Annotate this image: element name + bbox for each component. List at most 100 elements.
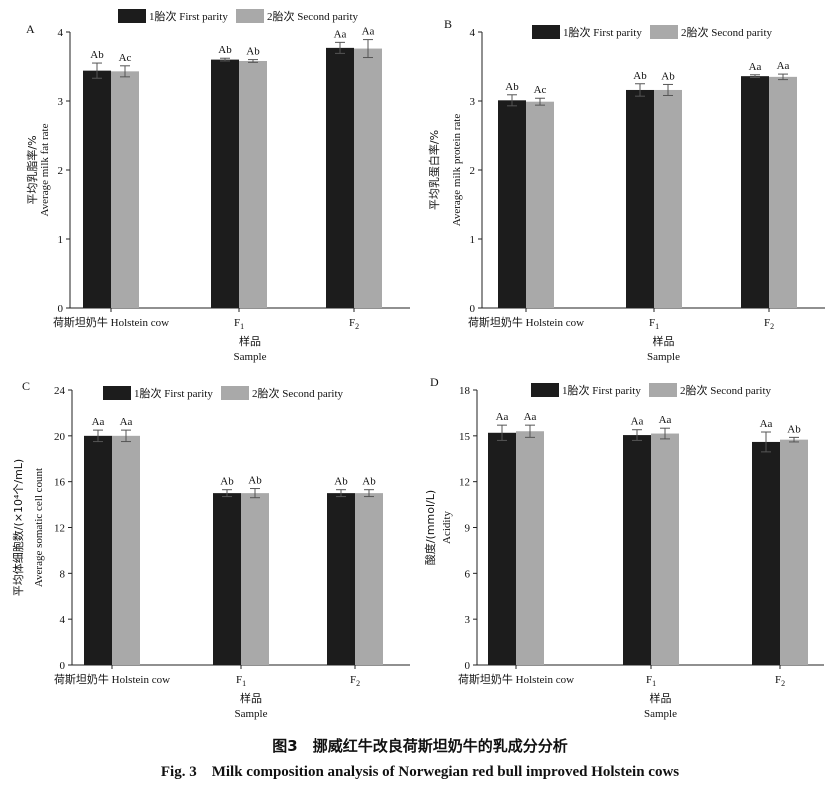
y-tick-label: 15: [459, 431, 471, 443]
y-tick-label: 8: [60, 568, 66, 580]
x-tick-label: F2: [775, 674, 785, 688]
significance-label: Ab: [505, 81, 519, 93]
y-tick-label: 9: [465, 523, 471, 535]
bar: [498, 100, 526, 308]
y-axis-title-group: Acidity: [441, 511, 453, 544]
bar: [780, 439, 808, 665]
legend-label: 2胎次 Second parity: [680, 383, 772, 397]
y-axis-title-group: Average somatic cell count: [33, 468, 45, 587]
bar: [241, 493, 269, 665]
y-tick-label: 18: [459, 385, 471, 397]
y-tick-label: 12: [459, 477, 470, 489]
significance-label: Aa: [749, 61, 762, 73]
legend-swatch: [532, 25, 560, 39]
legend-label: 1胎次 First parity: [134, 386, 213, 400]
x-axis-title-en: Sample: [644, 708, 677, 720]
legend-swatch: [103, 386, 131, 400]
y-tick-label: 4: [60, 614, 66, 626]
bar: [327, 493, 355, 665]
y-tick-label: 6: [465, 568, 471, 580]
significance-label: Ac: [534, 84, 547, 96]
bar: [526, 101, 554, 308]
legend-label: 1胎次 First parity: [149, 9, 228, 23]
y-tick-label: 2: [58, 165, 64, 177]
x-tick-label: F2: [764, 317, 774, 331]
legend-swatch: [650, 25, 678, 39]
bar: [211, 59, 239, 308]
y-axis-title-en: Average somatic cell count: [33, 468, 45, 587]
significance-label: Aa: [362, 26, 375, 38]
legend-label: 2胎次 Second parity: [681, 25, 773, 39]
legend-swatch: [531, 383, 559, 397]
figure-caption-en: Fig. 3 Milk composition analysis of Norw…: [160, 764, 680, 780]
significance-label: Aa: [659, 414, 672, 426]
y-tick-label: 0: [60, 660, 66, 672]
y-axis-title-group: Average milk protein rate: [451, 114, 463, 227]
x-axis-title-en: Sample: [234, 351, 267, 363]
significance-label: Aa: [631, 416, 644, 428]
legend-label: 2胎次 Second parity: [267, 9, 359, 23]
significance-label: Ab: [220, 476, 234, 488]
bar: [213, 493, 241, 665]
bar: [752, 441, 780, 665]
x-tick-label: 荷斯坦奶牛 Holstein cow: [468, 315, 584, 329]
x-tick-label: 荷斯坦奶牛 Holstein cow: [53, 315, 169, 329]
y-tick-label: 0: [470, 303, 476, 315]
y-tick-label: 2: [470, 165, 476, 177]
y-tick-label: 0: [465, 660, 471, 672]
significance-label: Ab: [90, 49, 104, 61]
legend-swatch: [118, 9, 146, 23]
y-tick-label: 24: [54, 385, 66, 397]
bar: [111, 71, 139, 308]
x-tick-label: F1: [234, 317, 244, 331]
bar: [239, 60, 267, 309]
significance-label: Ab: [248, 475, 262, 487]
bar: [741, 76, 769, 308]
significance-label: Ab: [633, 70, 647, 82]
bar: [654, 89, 682, 309]
bar: [769, 76, 797, 308]
panel-label: B: [444, 17, 452, 31]
y-axis-title-cn: 酸度/(mmol/L): [423, 490, 437, 565]
significance-label: Ab: [218, 44, 232, 56]
bar: [651, 433, 679, 665]
legend-label: 1胎次 First parity: [562, 383, 641, 397]
x-axis-title-en: Sample: [647, 351, 680, 363]
bar: [354, 48, 382, 309]
panel-label: D: [430, 375, 439, 389]
significance-label: Ab: [661, 70, 675, 82]
x-axis-title-cn: 样品: [239, 334, 261, 348]
y-axis-title: 平均乳脂率/%: [25, 135, 39, 204]
y-tick-label: 1: [58, 234, 64, 246]
y-axis-title-en: Average milk fat rate: [39, 123, 51, 216]
chart-panel-a: A 0 1 2 3 4 平均乳脂率/% Average milk fat rate Ab Ab Aa…: [25, 9, 410, 363]
y-tick-label: 0: [58, 303, 64, 315]
significance-label: Aa: [496, 411, 509, 423]
chart-panel-b: B 0 1 2 3 4 平均乳蛋白率/% Average milk protein rate A…: [427, 17, 825, 363]
y-axis-title-group: Average milk fat rate: [39, 123, 51, 216]
bar: [355, 493, 383, 665]
figure-caption-cn: 图3 挪威红牛改良荷斯坦奶牛的乳成分分析: [272, 737, 568, 755]
y-axis-title: 平均体细胞数/(×10⁴个/mL): [11, 459, 25, 596]
bar: [626, 89, 654, 309]
y-tick-label: 16: [54, 477, 66, 489]
y-tick-label: 4: [470, 27, 476, 39]
legend-label: 2胎次 Second parity: [252, 386, 344, 400]
significance-label: Aa: [777, 60, 790, 72]
y-tick-label: 20: [54, 431, 66, 443]
legend-swatch: [236, 9, 264, 23]
significance-label: Aa: [334, 28, 347, 40]
significance-label: Ab: [334, 476, 348, 488]
x-tick-label: F1: [236, 674, 246, 688]
y-axis-title-cn: 平均体细胞数/(×10⁴个/mL): [11, 459, 25, 596]
legend-label: 1胎次 First parity: [563, 25, 642, 39]
y-axis-title: 酸度/(mmol/L): [423, 490, 437, 565]
x-tick-label: F2: [350, 674, 360, 688]
y-tick-label: 3: [470, 96, 476, 108]
y-axis-title-en: Acidity: [441, 511, 453, 544]
x-axis-title-cn: 样品: [653, 334, 675, 348]
bar: [83, 70, 111, 308]
significance-label: Aa: [760, 418, 773, 430]
x-tick-label: 荷斯坦奶牛 Holstein cow: [458, 672, 574, 686]
bar: [623, 435, 651, 665]
